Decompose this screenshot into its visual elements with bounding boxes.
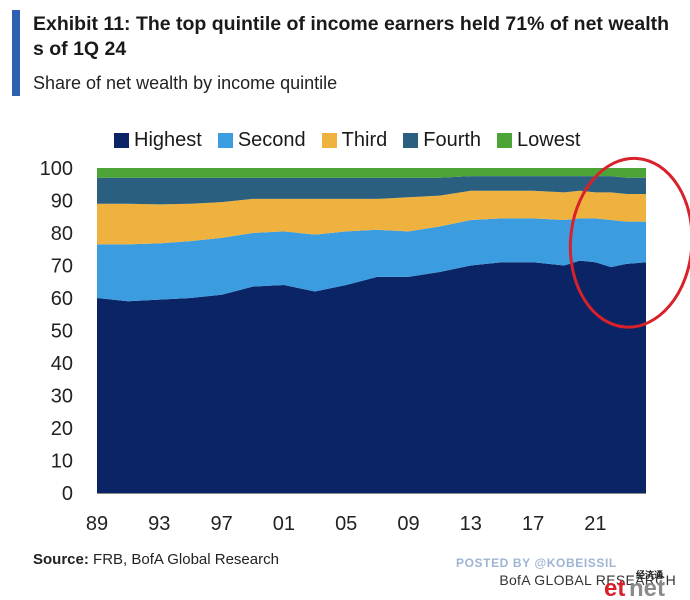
legend-item-highest: Highest [114, 128, 202, 152]
legend-swatch-fourth [403, 132, 419, 148]
legend-label-third: Third [341, 129, 388, 151]
source-note: Source: FRB, BofA Global Research [33, 551, 279, 568]
y-tick-label: 50 [51, 321, 73, 343]
legend-item-lowest: Lowest [497, 128, 580, 152]
y-tick-label: 30 [51, 386, 73, 408]
source-label: Source: [33, 551, 89, 568]
legend-item-second: Second [217, 128, 306, 152]
x-tick-label: 97 [210, 513, 232, 535]
y-tick-label: 100 [40, 158, 73, 180]
svg-text:net: net [629, 575, 665, 598]
y-tick-label: 90 [51, 191, 73, 213]
y-tick-label: 60 [51, 288, 73, 310]
area-second [97, 218, 646, 302]
x-axis-ticks: 89 93 97 01 05 09 13 17 21 [86, 493, 646, 535]
y-tick-label: 10 [51, 451, 73, 473]
area-third [97, 190, 646, 245]
legend-label-fourth: Fourth [423, 129, 482, 151]
highlight-ellipse [568, 156, 690, 329]
y-tick-label: 0 [62, 483, 73, 505]
legend-swatch-highest [114, 132, 129, 148]
legend: Highest Second Third Fourth Lowest [114, 128, 580, 152]
legend-label-second: Second [237, 129, 306, 151]
y-tick-label: 70 [51, 256, 73, 278]
legend-swatch-lowest [497, 132, 513, 148]
annotation-group [568, 156, 690, 329]
x-tick-label: 17 [522, 513, 544, 535]
y-tick-label: 80 [51, 223, 73, 245]
x-tick-label: 89 [86, 513, 108, 535]
accent-bar [12, 10, 20, 96]
chart-subtitle: Share of net wealth by income quintile [33, 73, 338, 93]
x-tick-label: 05 [335, 513, 357, 535]
legend-swatch-third [321, 132, 337, 148]
chart-title: Exhibit 11: The top quintile of income e… [33, 13, 670, 60]
source-text: FRB, BofA Global Research [88, 551, 279, 568]
y-tick-label: 20 [51, 418, 73, 440]
x-tick-label: 09 [397, 513, 419, 535]
legend-label-highest: Highest [134, 129, 202, 151]
etnet-logo: 经济通 et net [604, 569, 665, 598]
legend-swatch-second [217, 132, 233, 148]
y-axis-ticks: 0 10 20 30 40 50 60 70 80 90 100 [40, 158, 73, 505]
legend-item-third: Third [321, 128, 388, 152]
svg-text:经济通: 经济通 [636, 569, 663, 581]
svg-text:et: et [604, 575, 625, 598]
watermark-text: POSTED BY @KOBEISSIL [456, 556, 617, 570]
legend-item-fourth: Fourth [403, 128, 481, 152]
x-tick-label: 01 [273, 513, 295, 535]
legend-label-lowest: Lowest [517, 129, 581, 151]
area-lowest [97, 168, 646, 178]
x-tick-label: 93 [148, 513, 170, 535]
x-tick-label: 13 [460, 513, 482, 535]
footer-brand: BofA GLOBAL RESEARCH [499, 572, 676, 588]
area-highest [97, 260, 646, 493]
area-fourth [97, 176, 646, 205]
area-series-group [97, 168, 646, 493]
x-tick-label: 21 [584, 513, 606, 535]
y-tick-label: 40 [51, 353, 73, 375]
